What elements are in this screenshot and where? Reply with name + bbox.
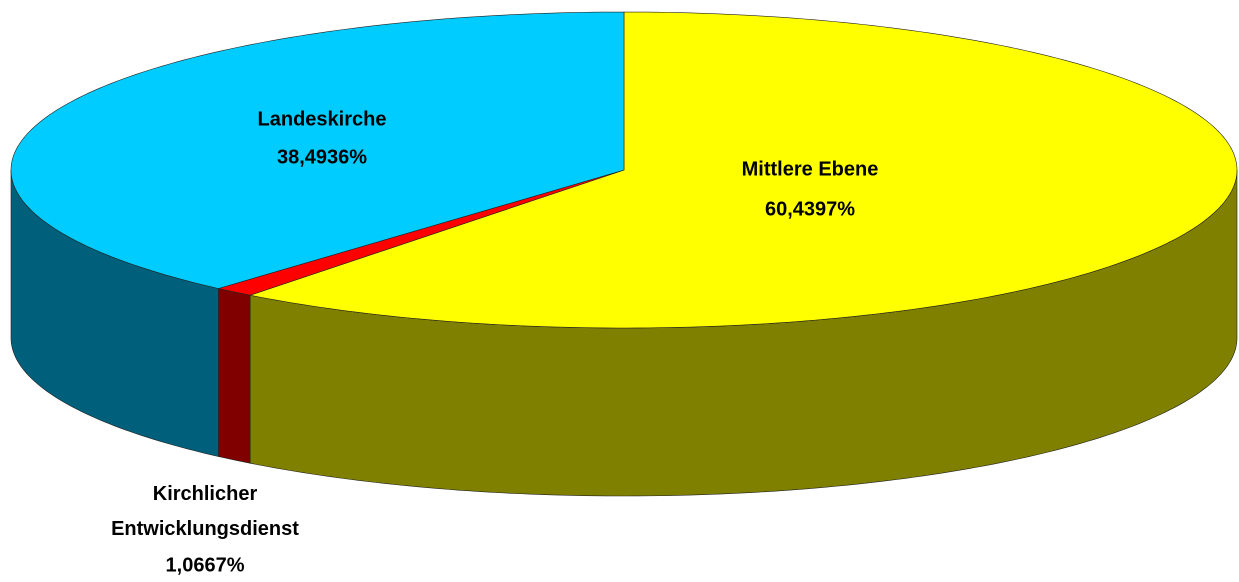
slice-label: Kirchlicher Entwicklungsdienst — [111, 483, 299, 540]
slice — [10, 11, 625, 289]
slice-label: Mittlere Ebene — [742, 158, 879, 180]
slice-label: Landeskirche — [258, 108, 387, 130]
slice — [248, 11, 1238, 329]
slice-value-label: 1,0667% — [166, 554, 245, 576]
slice-value-label: 60,4397% — [765, 198, 855, 220]
slice-value-label: 38,4936% — [277, 146, 367, 168]
slice-side — [218, 288, 251, 464]
